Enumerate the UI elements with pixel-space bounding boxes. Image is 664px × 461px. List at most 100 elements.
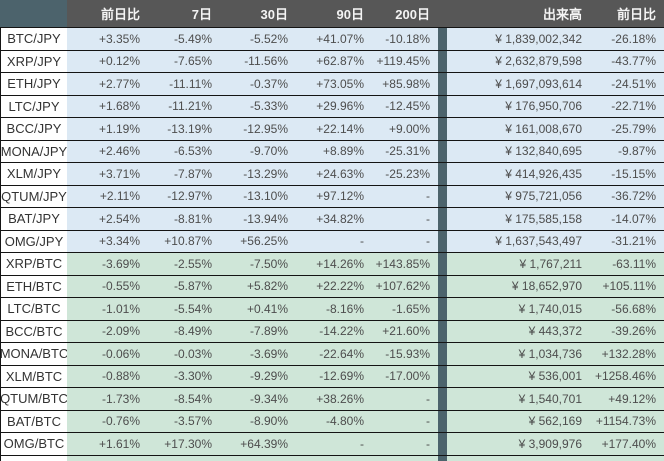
table-row: BTC/JPY +3.35% -5.49% -5.52% +41.07% -10… <box>0 28 664 51</box>
pair-cell[interactable]: ETH/BTC <box>0 275 67 297</box>
change-7d-cell: -2.55% <box>148 253 220 275</box>
pair-cell[interactable]: MONA/JPY <box>0 140 67 162</box>
group-separator <box>438 230 447 252</box>
change-30d-cell: -9.34% <box>220 388 296 410</box>
pair-cell[interactable]: BAT/JPY <box>0 208 67 230</box>
change-200d-cell: - <box>372 185 438 207</box>
volume-change-1d-cell: +177.40% <box>590 433 664 455</box>
change-200d-cell: +9.00% <box>372 118 438 140</box>
change-200d-cell: +143.85% <box>372 253 438 275</box>
volume-cell: ¥ 1,839,002,342 <box>447 28 590 50</box>
header-cell-200d: 200日 <box>395 7 430 22</box>
volume-cell: ¥ 1,540,701 <box>447 388 590 410</box>
pair-cell[interactable]: XLM/JPY <box>0 163 67 185</box>
volume-cell: ¥ 132,840,695 <box>447 140 590 162</box>
table-row: MONA/BTC -0.06% -0.03% -3.69% -22.64% -1… <box>0 343 664 366</box>
pair-cell[interactable]: QTUM/JPY <box>0 185 67 207</box>
change-90d-cell: +34.82% <box>296 208 372 230</box>
change-90d-cell: -14.22% <box>296 320 372 342</box>
change-30d-cell: -5.33% <box>220 95 296 117</box>
volume-change-1d-cell: -31.21% <box>590 230 664 252</box>
change-30d-cell: -9.29% <box>220 365 296 387</box>
bottom-strip-data-cell <box>67 455 438 461</box>
header-cell-30d: 30日 <box>260 7 288 22</box>
group-separator <box>438 118 447 140</box>
change-7d-cell: -5.49% <box>148 28 220 50</box>
volume-change-1d-cell: -24.51% <box>590 73 664 95</box>
volume-change-1d-cell: -22.71% <box>590 95 664 117</box>
change-1d-cell: +0.12% <box>67 50 148 72</box>
table-row: BAT/BTC -0.76% -3.57% -8.90% -4.80% - ¥ … <box>0 410 664 433</box>
pair-cell[interactable]: LTC/BTC <box>0 298 67 320</box>
change-1d-cell: +3.71% <box>67 163 148 185</box>
group-separator <box>438 28 447 50</box>
volume-cell: ¥ 1,034,736 <box>447 343 590 365</box>
pair-cell[interactable]: XRP/BTC <box>0 253 67 275</box>
volume-cell: ¥ 414,926,435 <box>447 163 590 185</box>
pair-cell[interactable]: BAT/BTC <box>0 410 67 432</box>
table-header-row: 前日比 7日 30日 90日 200日 出来高 前日比 <box>0 0 664 28</box>
change-200d-cell: -10.18% <box>372 28 438 50</box>
table-row: OMG/JPY +3.34% +10.87% +56.25% - - ¥ 1,6… <box>0 230 664 253</box>
change-90d-cell: +29.96% <box>296 95 372 117</box>
change-90d-cell: +14.26% <box>296 253 372 275</box>
table-row: BAT/JPY +2.54% -8.81% -13.94% +34.82% - … <box>0 208 664 231</box>
change-1d-cell: +2.77% <box>67 73 148 95</box>
volume-change-1d-cell: +1258.46% <box>590 365 664 387</box>
change-90d-cell: -12.69% <box>296 365 372 387</box>
pair-cell[interactable]: MONA/BTC <box>0 343 67 365</box>
change-7d-cell: -12.97% <box>148 185 220 207</box>
table-row: BCC/BTC -2.09% -8.49% -7.89% -14.22% +21… <box>0 320 664 343</box>
table-row: ETH/BTC -0.55% -5.87% +5.82% +22.22% +10… <box>0 275 664 298</box>
pair-cell[interactable]: LTC/JPY <box>0 95 67 117</box>
change-90d-cell: +73.05% <box>296 73 372 95</box>
volume-cell: ¥ 18,652,970 <box>447 275 590 297</box>
change-7d-cell: +17.30% <box>148 433 220 455</box>
change-30d-cell: -13.29% <box>220 163 296 185</box>
table-row: LTC/JPY +1.68% -11.21% -5.33% +29.96% -1… <box>0 95 664 118</box>
volume-cell: ¥ 1,697,093,614 <box>447 73 590 95</box>
header-cell-volume: 出来高 <box>542 7 582 22</box>
change-30d-cell: -0.37% <box>220 73 296 95</box>
group-separator <box>438 208 447 230</box>
pair-cell[interactable]: ETH/JPY <box>0 73 67 95</box>
pair-cell[interactable]: BCC/BTC <box>0 320 67 342</box>
bottom-strip-separator <box>438 455 447 461</box>
pair-cell[interactable]: OMG/BTC <box>0 433 67 455</box>
change-7d-cell: -5.54% <box>148 298 220 320</box>
pair-cell[interactable]: XRP/JPY <box>0 50 67 72</box>
table-row: MONA/JPY +2.46% -6.53% -9.70% +8.89% -25… <box>0 140 664 163</box>
group-separator <box>438 433 447 455</box>
volume-change-1d-cell: +132.28% <box>590 343 664 365</box>
change-1d-cell: -0.55% <box>67 275 148 297</box>
volume-change-1d-cell: -39.26% <box>590 320 664 342</box>
pair-cell[interactable]: QTUM/BTC <box>0 388 67 410</box>
volume-cell: ¥ 176,950,706 <box>447 95 590 117</box>
group-separator <box>438 163 447 185</box>
volume-cell: ¥ 3,909,976 <box>447 433 590 455</box>
pair-cell[interactable]: BTC/JPY <box>0 28 67 50</box>
change-1d-cell: +1.61% <box>67 433 148 455</box>
volume-change-1d-cell: -26.18% <box>590 28 664 50</box>
table-row: LTC/BTC -1.01% -5.54% +0.41% -8.16% -1.6… <box>0 298 664 321</box>
pair-cell[interactable]: OMG/JPY <box>0 230 67 252</box>
change-90d-cell: -4.80% <box>296 410 372 432</box>
bottom-strip-data-cell <box>447 455 664 461</box>
change-200d-cell: -12.45% <box>372 95 438 117</box>
change-90d-cell: +24.63% <box>296 163 372 185</box>
change-7d-cell: -3.30% <box>148 365 220 387</box>
change-200d-cell: +21.60% <box>372 320 438 342</box>
group-separator <box>438 343 447 365</box>
change-90d-cell: +22.14% <box>296 118 372 140</box>
change-7d-cell: -0.03% <box>148 343 220 365</box>
table-row: ETH/JPY +2.77% -11.11% -0.37% +73.05% +8… <box>0 73 664 96</box>
change-200d-cell: +85.98% <box>372 73 438 95</box>
bottom-strip-pair-cell <box>0 455 67 461</box>
group-separator <box>438 410 447 432</box>
pair-cell[interactable]: BCC/JPY <box>0 118 67 140</box>
change-30d-cell: -5.52% <box>220 28 296 50</box>
change-200d-cell: -25.31% <box>372 140 438 162</box>
group-separator <box>438 50 447 72</box>
pair-cell[interactable]: XLM/BTC <box>0 365 67 387</box>
